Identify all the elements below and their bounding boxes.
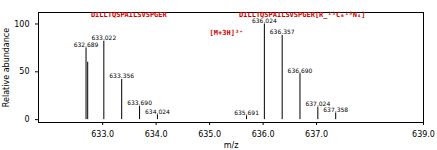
svg-text:636.357: 636.357 [270, 28, 295, 35]
svg-text:50: 50 [19, 67, 29, 76]
svg-text:633.0: 633.0 [91, 130, 114, 139]
svg-text:DILLTQSPAILSVSPGER[R_¹³C₆¹⁵N₄]: DILLTQSPAILSVSPGER[R_¹³C₆¹⁵N₄] [239, 11, 365, 19]
svg-text:636.0: 636.0 [252, 130, 275, 139]
svg-text:637.024: 637.024 [305, 100, 331, 108]
svg-text:DILLTQSPAILSVSPGER: DILLTQSPAILSVSPGER [91, 11, 168, 19]
svg-text:[M+3H]³⁺: [M+3H]³⁺ [210, 29, 244, 37]
svg-text:635.0: 635.0 [198, 130, 221, 139]
svg-text:Relative abundance: Relative abundance [2, 28, 11, 107]
svg-text:635.691: 635.691 [234, 109, 259, 116]
svg-text:639.0: 639.0 [412, 130, 435, 139]
svg-text:632.689: 632.689 [74, 41, 99, 48]
svg-text:637.358: 637.358 [323, 106, 348, 113]
svg-text:637.0: 637.0 [305, 130, 328, 139]
svg-text:0: 0 [24, 115, 29, 124]
svg-text:633.022: 633.022 [91, 34, 116, 41]
svg-text:m/z: m/z [224, 141, 239, 150]
svg-text:633.690: 633.690 [127, 99, 152, 106]
svg-text:636.024: 636.024 [252, 17, 277, 24]
svg-text:100: 100 [14, 20, 29, 29]
svg-text:634.0: 634.0 [145, 130, 168, 139]
svg-text:633.356: 633.356 [109, 72, 134, 79]
svg-text:636.690: 636.690 [288, 67, 313, 74]
svg-text:634.024: 634.024 [145, 108, 170, 115]
